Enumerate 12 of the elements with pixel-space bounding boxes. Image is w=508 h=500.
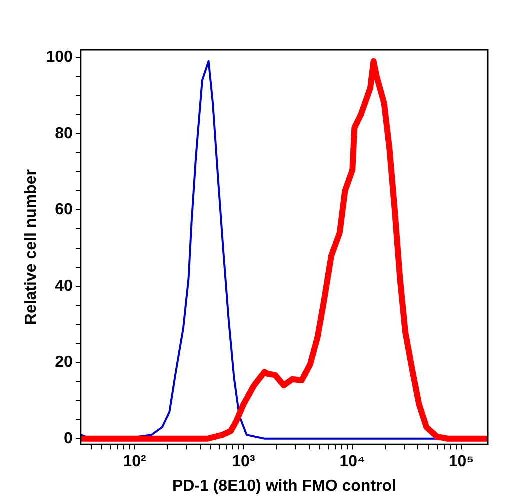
y-tick-label: 100 (46, 49, 73, 66)
y-tick-label: 60 (55, 202, 73, 219)
x-axis-title: PD-1 (8E10) with FMO control (172, 478, 396, 495)
y-axis-title: Relative cell number (23, 169, 40, 326)
y-tick-label: 20 (55, 354, 73, 372)
y-tick-label: 80 (55, 125, 73, 142)
x-tick-label: 10² (123, 454, 146, 471)
y-tick-label: 40 (55, 278, 73, 295)
x-tick-label: 10⁴ (340, 454, 366, 471)
y-tick-label: 0 (64, 430, 73, 448)
x-tick-label: 10³ (232, 454, 256, 471)
x-tick-label: 10⁵ (448, 454, 474, 471)
